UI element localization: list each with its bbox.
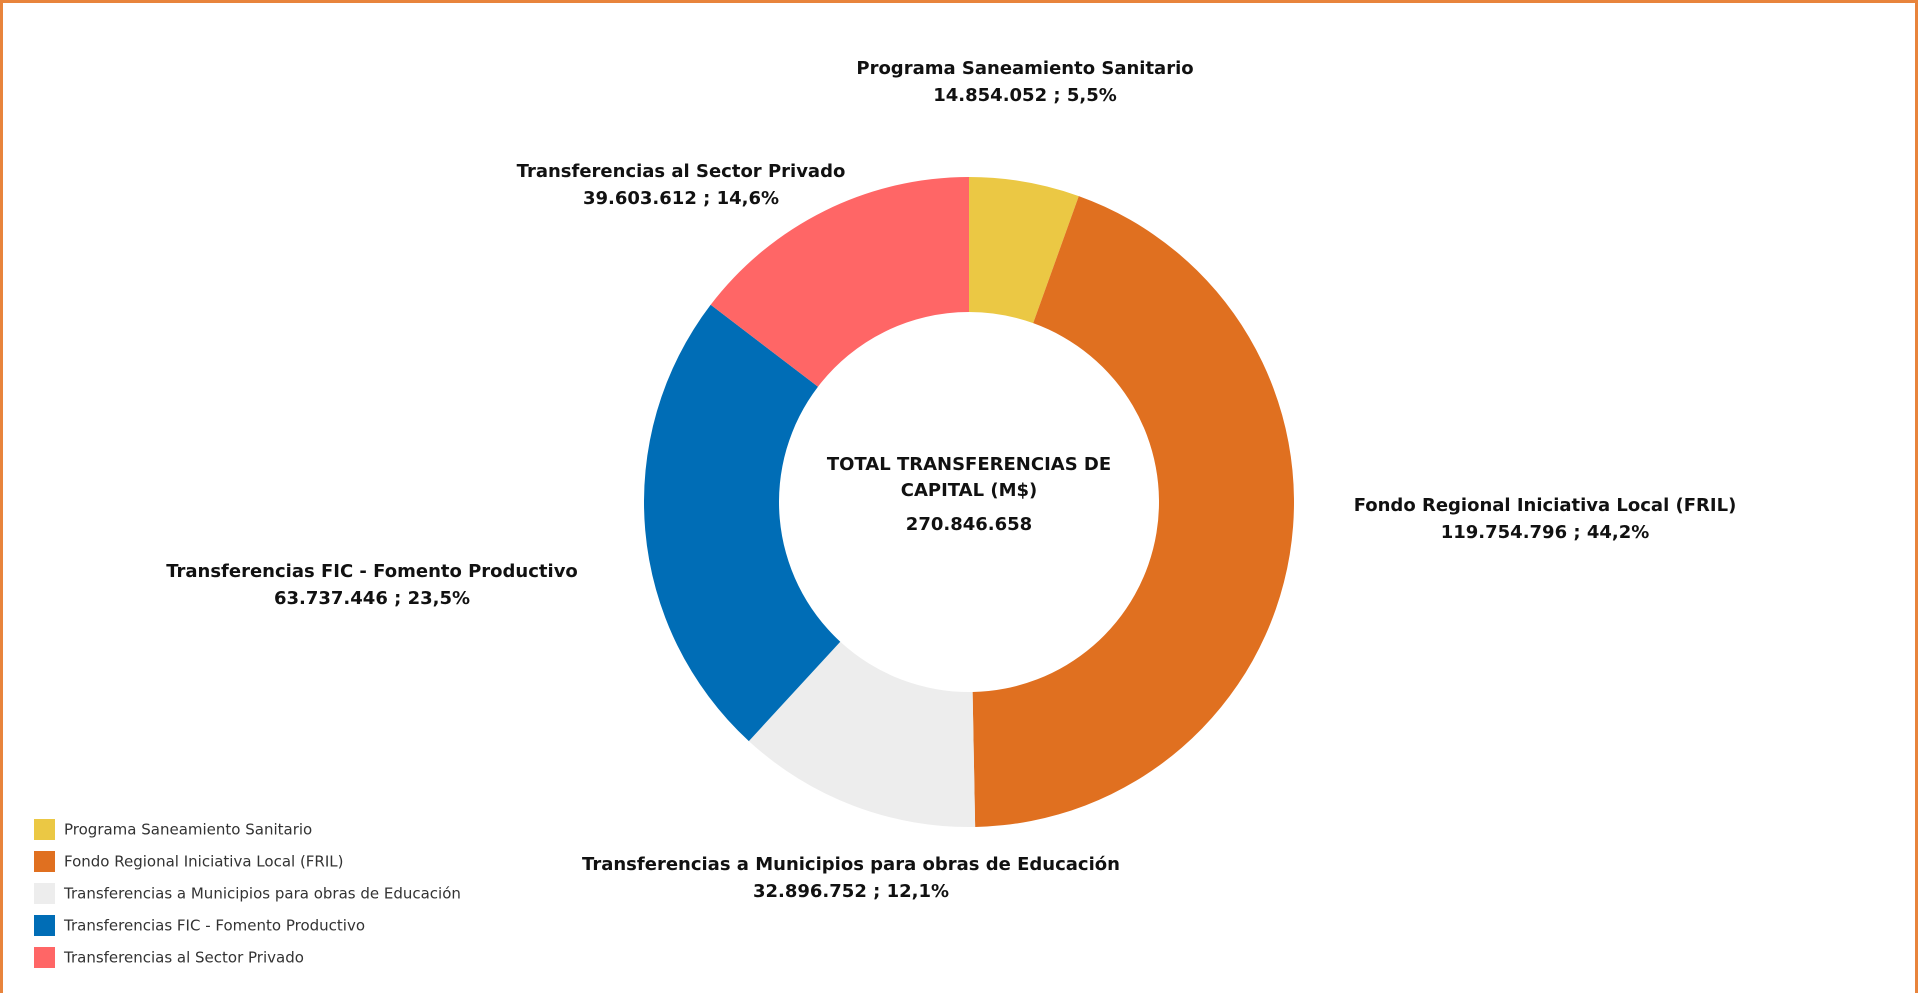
legend-swatch: [34, 883, 55, 904]
slice-label-name: Fondo Regional Iniciativa Local (FRIL): [1354, 495, 1737, 516]
legend-label: Fondo Regional Iniciativa Local (FRIL): [64, 853, 344, 871]
donut-slice: [710, 177, 969, 387]
legend-label: Transferencias FIC - Fomento Productivo: [63, 917, 365, 935]
donut-slice: [748, 641, 976, 828]
legend-swatch: [34, 851, 55, 872]
slice-label-name: Programa Saneamiento Sanitario: [856, 58, 1193, 79]
legend-swatch: [34, 915, 55, 936]
legend-swatch: [34, 947, 55, 968]
slice-label-name: Transferencias a Municipios para obras d…: [582, 854, 1120, 875]
donut-slice: [969, 177, 1079, 324]
legend-label: Programa Saneamiento Sanitario: [64, 821, 312, 839]
legend-label: Transferencias a Municipios para obras d…: [63, 885, 461, 903]
donut-slice: [644, 304, 841, 742]
slice-label-value: 119.754.796 ; 44,2%: [1441, 522, 1650, 543]
slice-label-value: 32.896.752 ; 12,1%: [753, 881, 949, 902]
center-value: 270.846.658: [905, 514, 1033, 535]
slice-label-name: Transferencias FIC - Fomento Productivo: [166, 561, 578, 582]
center-title: TOTAL TRANSFERENCIAS DE CAPITAL (M$): [826, 454, 1112, 501]
donut-slice: [972, 196, 1294, 827]
slice-label-name: Transferencias al Sector Privado: [517, 161, 846, 182]
slice-label-value: 14.854.052 ; 5,5%: [933, 85, 1117, 106]
legend-label: Transferencias al Sector Privado: [63, 949, 304, 967]
center-label: TOTAL TRANSFERENCIAS DE CAPITAL (M$) 270…: [819, 452, 1119, 538]
slice-label-value: 63.737.446 ; 23,5%: [274, 588, 470, 609]
slice-label-value: 39.603.612 ; 14,6%: [583, 188, 779, 209]
legend-swatch: [34, 819, 55, 840]
